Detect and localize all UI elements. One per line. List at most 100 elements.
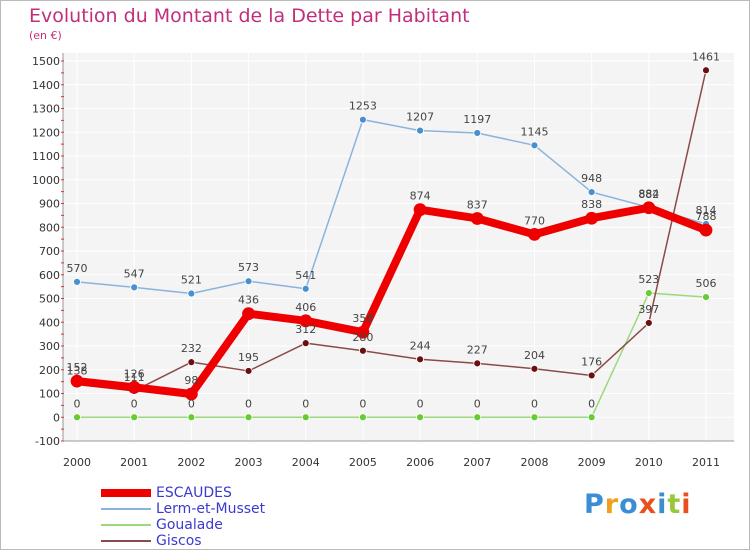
y-tick-label: 800 xyxy=(39,221,60,234)
data-point xyxy=(244,367,253,375)
data-label: 0 xyxy=(188,397,195,410)
x-tick-label: 2003 xyxy=(235,456,263,469)
logo-letter: r xyxy=(604,489,620,520)
y-tick-label: 400 xyxy=(39,316,60,329)
data-label: 882 xyxy=(638,188,659,201)
chart-subtitle: (en €) xyxy=(29,29,62,42)
data-label: 358 xyxy=(352,312,373,325)
data-label: 874 xyxy=(410,190,431,203)
data-point xyxy=(127,380,141,394)
data-label: 884 xyxy=(638,187,659,200)
y-tick-label: 1200 xyxy=(32,126,60,139)
data-label: 570 xyxy=(67,262,88,275)
data-label: 1207 xyxy=(406,111,434,124)
data-label: 152 xyxy=(67,361,88,374)
x-tick-label: 2004 xyxy=(292,456,320,469)
x-tick-label: 2011 xyxy=(692,456,720,469)
data-point xyxy=(530,141,539,150)
data-point xyxy=(244,277,253,286)
x-tick-label: 2008 xyxy=(520,456,548,469)
logo-letter: i xyxy=(657,489,668,520)
y-tick-label: 0 xyxy=(53,411,60,424)
data-label: 397 xyxy=(638,303,659,316)
data-point xyxy=(299,314,313,328)
legend-swatch xyxy=(101,540,151,542)
data-label: 0 xyxy=(131,397,138,410)
data-point xyxy=(187,413,196,422)
data-point xyxy=(528,227,541,241)
data-label: 111 xyxy=(124,371,145,384)
y-tick-label: 100 xyxy=(39,388,60,401)
data-label: 312 xyxy=(295,323,316,336)
data-point xyxy=(587,371,596,380)
y-tick-label: 300 xyxy=(39,340,60,353)
data-point xyxy=(244,413,253,422)
data-point xyxy=(359,346,367,355)
y-tick-label: 700 xyxy=(39,245,60,258)
data-point xyxy=(644,289,653,297)
series-line-giscos xyxy=(76,70,707,392)
y-tick-label: 200 xyxy=(39,364,60,377)
data-label: 98 xyxy=(184,374,198,387)
legend-swatch xyxy=(101,524,151,526)
y-tick-label: 900 xyxy=(39,198,60,211)
data-label: 1461 xyxy=(692,50,720,63)
data-label: 814 xyxy=(696,204,717,217)
x-tick-label: 2001 xyxy=(120,456,148,469)
data-point xyxy=(416,413,424,422)
data-point xyxy=(413,203,427,217)
data-point xyxy=(70,374,84,388)
x-tick-label: 2000 xyxy=(63,456,91,469)
data-label: 436 xyxy=(238,294,259,307)
data-label: 0 xyxy=(74,397,81,410)
x-tick-label: 2002 xyxy=(177,456,205,469)
data-point xyxy=(644,319,653,327)
data-label: 0 xyxy=(588,397,595,410)
data-label: 523 xyxy=(638,273,659,286)
data-point xyxy=(184,387,198,401)
legend-label: Goualade xyxy=(156,517,223,533)
data-point xyxy=(130,283,139,292)
data-label: 0 xyxy=(531,397,538,410)
data-label: 0 xyxy=(245,397,252,410)
data-label: 0 xyxy=(302,397,309,410)
data-label: 547 xyxy=(124,267,145,280)
data-label: 138 xyxy=(67,364,88,377)
data-label: 1145 xyxy=(520,125,548,138)
data-label: 1253 xyxy=(349,100,377,113)
chart-title: Evolution du Montant de la Dette par Hab… xyxy=(29,5,470,27)
data-point xyxy=(301,339,310,348)
data-label: 244 xyxy=(410,339,431,352)
y-tick-label: 1300 xyxy=(32,103,60,116)
y-tick-label: 600 xyxy=(39,269,60,282)
data-point xyxy=(301,284,310,293)
data-label: 948 xyxy=(581,172,602,185)
data-point xyxy=(73,413,81,422)
data-label: 838 xyxy=(581,198,602,211)
data-label: 280 xyxy=(352,331,373,344)
data-point xyxy=(359,115,367,124)
data-point xyxy=(587,413,596,422)
data-label: 227 xyxy=(467,343,488,356)
y-tick-label: 1400 xyxy=(32,79,60,92)
legend-label: Giscos xyxy=(156,533,202,549)
x-tick-label: 2010 xyxy=(635,456,663,469)
data-label: 521 xyxy=(181,274,202,287)
data-point xyxy=(187,358,196,367)
data-point xyxy=(470,212,484,225)
data-label: 0 xyxy=(417,397,424,410)
proxiti-logo: Proxiti xyxy=(584,489,692,520)
data-point xyxy=(587,188,596,197)
legend-swatch xyxy=(101,508,151,510)
x-tick-label: 2007 xyxy=(463,456,491,469)
data-point xyxy=(356,325,370,339)
data-point xyxy=(699,223,713,237)
data-label: 837 xyxy=(467,198,488,211)
data-label: 573 xyxy=(238,261,259,274)
x-tick-label: 2005 xyxy=(349,456,377,469)
y-tick-label: 1500 xyxy=(32,55,60,68)
data-point xyxy=(702,293,710,301)
legend-label: ESCAUDES xyxy=(156,485,232,501)
logo-letter: i xyxy=(681,489,692,520)
